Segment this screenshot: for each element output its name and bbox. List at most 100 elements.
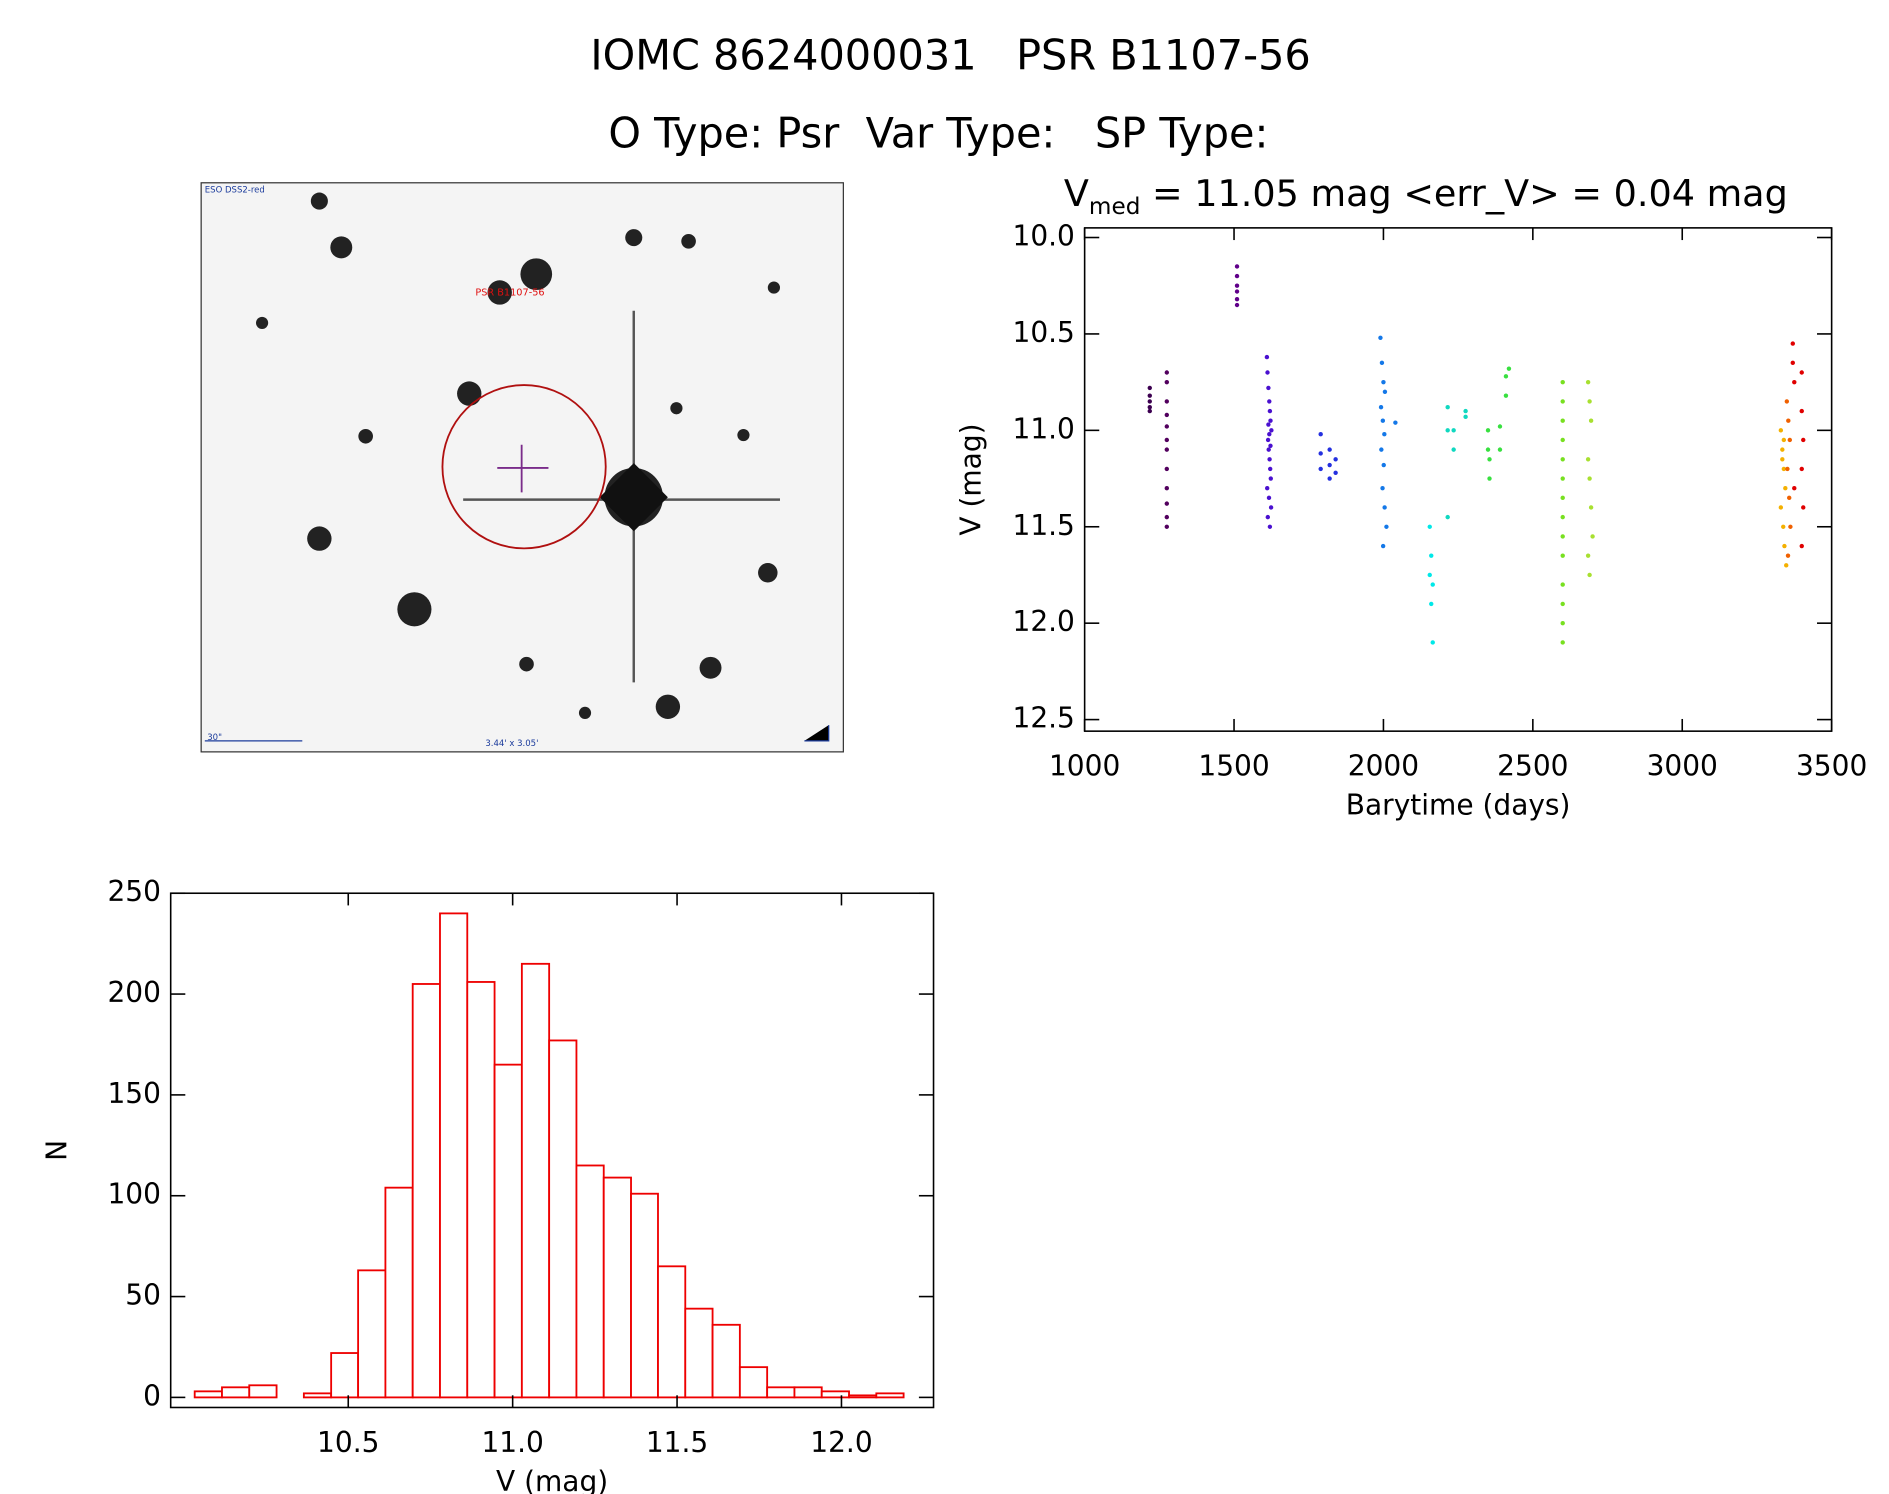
data-point: [1427, 524, 1432, 529]
data-point: [1463, 408, 1468, 414]
data-point: [1585, 553, 1591, 558]
data-point: [1560, 601, 1565, 607]
data-point: [1147, 408, 1152, 414]
data-point: [1560, 457, 1565, 462]
bar: [820, 1390, 850, 1399]
y-tick-label: 10.0: [1012, 220, 1074, 253]
data-point: [1164, 379, 1170, 385]
data-point: [1268, 505, 1274, 510]
x-tick-label: 11.5: [646, 1426, 708, 1459]
data-point: [1786, 418, 1791, 423]
data-point: [1585, 457, 1591, 462]
data-point: [1384, 524, 1389, 529]
data-point: [1560, 379, 1565, 385]
data-point: [1266, 495, 1272, 501]
data-point: [1590, 534, 1595, 539]
data-point: [1380, 543, 1386, 549]
bar: [330, 1352, 360, 1399]
bar: [711, 1323, 741, 1399]
data-point: [1269, 428, 1274, 433]
data-point: [1234, 297, 1240, 302]
data-point: [1788, 524, 1793, 529]
data-point: [1327, 476, 1332, 481]
data-point: [1267, 399, 1272, 404]
bar: [193, 1390, 223, 1399]
data-point: [1164, 412, 1170, 418]
data-point: [1560, 495, 1565, 501]
data-point: [1265, 437, 1271, 443]
page-subtitle: O Type: Psr Var Type: SP Type:: [608, 109, 1268, 157]
data-point: [1267, 408, 1273, 414]
x-tick-label: 12.0: [810, 1426, 872, 1459]
data-point: [1790, 360, 1795, 366]
data-point: [1503, 374, 1509, 379]
data-point: [1318, 451, 1323, 456]
data-point: [1234, 264, 1240, 269]
data-point: [1234, 302, 1240, 308]
image-target: PSR B1107-56: [475, 287, 544, 298]
data-point: [1560, 553, 1565, 558]
data-point: [1381, 462, 1386, 468]
data-point: [1587, 476, 1592, 481]
x-tick-label: 11.0: [481, 1426, 543, 1459]
data-point: [1487, 457, 1492, 462]
data-point: [1487, 476, 1492, 481]
data-point: [1503, 393, 1509, 398]
x-tick-label: 3000: [1647, 750, 1718, 783]
bar: [493, 1063, 523, 1399]
y-tick-label: 0: [143, 1379, 161, 1412]
image-scale: 30": [207, 733, 222, 743]
data-point: [1497, 447, 1503, 452]
data-point: [1379, 447, 1384, 452]
data-point: [1485, 428, 1491, 433]
data-point: [1485, 447, 1491, 452]
data-point: [1382, 505, 1387, 510]
y-tick-label: 10.5: [1012, 316, 1074, 349]
data-point: [1265, 370, 1270, 375]
bar: [684, 1307, 714, 1399]
data-point: [1267, 457, 1272, 462]
data-point: [1588, 505, 1594, 510]
image-size: 3.44' x 3.05': [485, 739, 538, 749]
y-tick-label: 150: [107, 1077, 160, 1110]
data-point: [1782, 543, 1787, 549]
bar: [848, 1394, 878, 1399]
data-point: [1264, 354, 1270, 360]
y-tick-label: 250: [107, 875, 160, 908]
data-point: [1799, 466, 1804, 472]
data-point: [1787, 495, 1792, 501]
data-point: [1451, 447, 1456, 452]
bar: [875, 1392, 905, 1399]
data-point: [1164, 466, 1170, 472]
y-tick-label: 200: [107, 976, 160, 1009]
data-point: [1781, 437, 1787, 443]
data-point: [1234, 289, 1240, 294]
plot-frame: [169, 892, 935, 1409]
data-point: [1234, 273, 1240, 279]
bar: [384, 1186, 414, 1399]
data-point: [1147, 393, 1152, 398]
data-point: [1445, 405, 1450, 410]
sky-image: [200, 182, 844, 753]
page-title: IOMC 8624000031 PSR B1107-56: [590, 31, 1310, 79]
data-point: [1785, 553, 1791, 558]
data-point: [1463, 414, 1468, 420]
data-point: [1327, 462, 1332, 468]
data-point: [1378, 335, 1383, 340]
scatter-title: Vmed = 11.05 mag <err_V> = 0.04 mag: [1064, 171, 1788, 219]
data-point: [1381, 379, 1386, 385]
data-point: [1799, 370, 1804, 375]
data-point: [1792, 379, 1797, 385]
data-point: [1427, 572, 1432, 578]
data-point: [1318, 432, 1323, 437]
bar: [766, 1386, 796, 1399]
data-point: [1781, 466, 1787, 472]
x-tick-label: 10.5: [317, 1426, 379, 1459]
x-tick-label: 2000: [1348, 750, 1419, 783]
data-point: [1445, 514, 1450, 520]
data-point: [1784, 399, 1790, 404]
data-point: [1451, 428, 1456, 433]
data-point: [1587, 399, 1592, 404]
bar: [302, 1392, 333, 1399]
y-tick-label: 11.5: [1012, 509, 1074, 542]
